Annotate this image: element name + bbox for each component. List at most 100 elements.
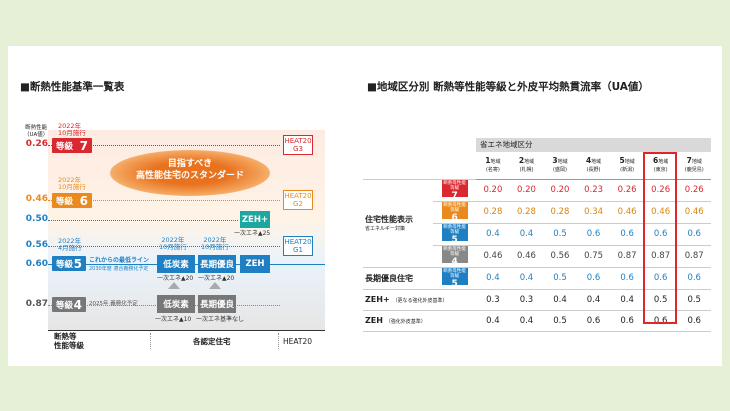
cell: 0.6 [643, 310, 678, 332]
heat20-g3: HEAT20 G3 [283, 135, 313, 155]
table-row: 長期優良住宅 断熱等性能等級 5 0.4 0.4 0.5 0.6 0.6 0.6 … [363, 267, 711, 290]
table-row: 断熱等性能等級 5 0.4 0.4 0.5 0.6 0.6 0.6 0.6 [363, 223, 711, 246]
target-bubble [110, 150, 270, 196]
cell: 0.5 [677, 289, 711, 311]
table-row: 断熱等性能等級 4 0.46 0.46 0.56 0.75 0.87 0.87 0… [363, 245, 711, 268]
longterm-block: 長期優良 [198, 255, 236, 273]
cell: 0.6 [610, 310, 644, 332]
yvalue-060: 0.60 [25, 259, 48, 269]
lowcarbon-old-block: 低炭素 [157, 295, 195, 313]
zehplus-note: 一次エネ▲25 [234, 230, 271, 237]
cell: 0.26 [677, 179, 711, 202]
cell: 0.4 [509, 310, 544, 332]
cell: 0.23 [576, 179, 611, 202]
cell: 0.46 [643, 201, 678, 224]
cell: 0.6 [610, 223, 644, 246]
cell: 0.26 [643, 179, 678, 202]
heat20-g1: HEAT20 G1 [283, 236, 313, 256]
region-6: 6地域 (東京) [643, 152, 678, 180]
line-026 [48, 145, 280, 146]
yvalue-056: 0.56 [25, 240, 48, 250]
cell: 0.20 [476, 179, 510, 202]
lowcarbon-date: 2022年 10月施行 [159, 236, 187, 251]
cell: 0.5 [643, 289, 678, 311]
footer-divider [150, 333, 151, 349]
cell: 0.6 [677, 267, 711, 290]
cell: 0.6 [610, 267, 644, 290]
table-row: 断熱等性能等級 6 0.28 0.28 0.28 0.34 0.46 0.46 0… [363, 201, 711, 224]
cell: 0.46 [476, 245, 510, 268]
long-level5-tag: 断熱等性能等級 5 [441, 267, 468, 289]
region-2: 2地域 (札幌) [509, 152, 544, 180]
cell: 0.28 [543, 201, 577, 224]
cell: 0.75 [576, 245, 611, 268]
lowcarbon-old-note: 一次エネ▲10 [155, 316, 192, 323]
cell: 0.5 [543, 267, 577, 290]
level5-date: 2022年 4月施行 [58, 237, 82, 252]
cell: 0.5 [543, 223, 577, 246]
zehplus-label: ZEH+ （更なる強化外皮基準） [363, 289, 477, 311]
footer-col3: HEAT20 [283, 337, 313, 346]
yvalue-046: 0.46 [25, 194, 48, 204]
long-term-label: 長期優良住宅 [363, 267, 434, 290]
cell: 0.87 [643, 245, 678, 268]
region6-highlight [643, 152, 677, 324]
cell: 0.6 [576, 310, 611, 332]
cell: 0.20 [509, 179, 544, 202]
ua-table: 省エネ地域区分 1地域 (名寄) 2地域 (札幌) 3地域 (盛岡) 4地域 (長野) … [363, 138, 711, 332]
region-row: 1地域 (名寄) 2地域 (札幌) 3地域 (盛岡) 4地域 (長野) 5地域 (新潟) … [363, 152, 711, 180]
bubble-text: 目指すべき 高性能住宅のスタンダード [135, 159, 244, 181]
region-4: 4地域 (長野) [576, 152, 611, 180]
cell: 0.46 [677, 201, 711, 224]
cell: 0.4 [476, 310, 510, 332]
level5-tag: 断熱等性能等級 5 [441, 223, 468, 245]
cell: 0.28 [476, 201, 510, 224]
region-7: 7地域 (鹿児島) [677, 152, 711, 180]
footer-line [48, 330, 325, 331]
level4-tag: 断熱等性能等級 4 [441, 245, 468, 267]
region-5: 5地域 (新潟) [610, 152, 644, 180]
cell: 0.6 [643, 267, 678, 290]
group1-label: 住宅性能表示 省エネルギー対策 [363, 179, 434, 268]
line-046 [48, 200, 280, 201]
longterm-old-note: 一次エネ基準なし [196, 316, 245, 323]
lowcarbon-note: 一次エネ▲20 [157, 275, 194, 282]
up-arrow-icon [209, 282, 221, 289]
table-row: 住宅性能表示 省エネルギー対策 断熱等性能等級 7 0.20 0.20 0.20 0… [363, 179, 711, 268]
region-3: 3地域 (盛岡) [543, 152, 577, 180]
cell: 0.56 [543, 245, 577, 268]
lowcarbon-block: 低炭素 [157, 255, 195, 273]
level7-date: 2022年 10月施行 [58, 122, 86, 137]
table-row: ZEH （強化外皮基準） 0.4 0.4 0.5 0.6 0.6 0.6 0.6 [363, 310, 711, 332]
footer-col1: 断熱等 性能等級 [54, 332, 84, 350]
longterm-old-block: 長期優良 [198, 295, 236, 313]
longterm-date: 2022年 10月施行 [201, 236, 229, 251]
up-arrow-icon [168, 282, 180, 289]
cell: 0.4 [509, 267, 544, 290]
cell: 0.4 [476, 267, 510, 290]
left-title: ■断熱性能基準一覧表 [20, 81, 125, 93]
level7-badge: 等級 7 [52, 138, 92, 153]
yvalue-087: 0.87 [25, 299, 48, 309]
region-1: 1地域 (名寄) [476, 152, 510, 180]
longterm-note: 一次エネ▲20 [198, 275, 235, 282]
level7-tag: 断熱等性能等級 7 [441, 179, 468, 201]
cell: 0.4 [610, 289, 644, 311]
footer-divider [278, 333, 279, 349]
level5-note2: 2030年度 適合義務化予定 [89, 266, 149, 272]
cell: 0.6 [677, 223, 711, 246]
level6-tag: 断熱等性能等級 6 [441, 201, 468, 223]
level6-date: 2022年 10月施行 [58, 176, 86, 191]
level6-badge: 等級 6 [52, 193, 92, 208]
cell: 0.87 [677, 245, 711, 268]
cell: 0.6 [677, 310, 711, 332]
yvalue-050: 0.50 [25, 214, 48, 224]
cell: 0.4 [576, 289, 611, 311]
level4-badge: 等級 4 [52, 297, 86, 312]
level5-note1: これからの最低ライン [89, 257, 150, 264]
cell: 0.87 [610, 245, 644, 268]
cell: 0.20 [543, 179, 577, 202]
line-056 [48, 246, 280, 247]
cell: 0.4 [509, 223, 544, 246]
right-title: ■地域区分別 断熱等性能等級と外皮平均熱貫流率（UA値） [367, 81, 649, 93]
